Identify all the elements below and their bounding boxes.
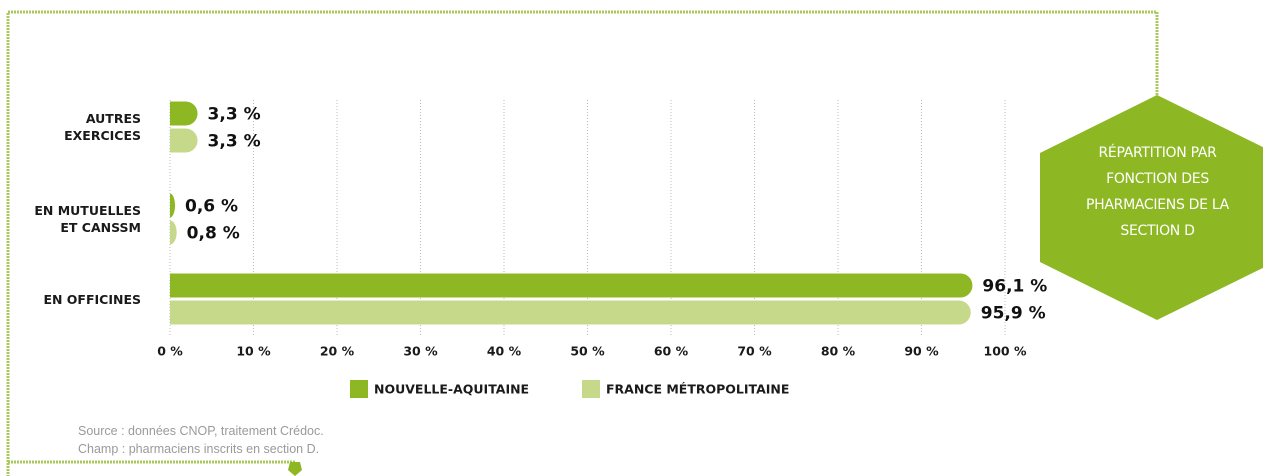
legend-swatch [582, 380, 600, 398]
category-label: AUTRES EXERCICES [64, 111, 141, 143]
bar [170, 193, 176, 218]
x-tick-label: 100 % [984, 344, 1027, 359]
frame [6, 10, 1159, 476]
chart-title: RÉPARTITION PAR FONCTION DES PHARMACIENS… [1086, 145, 1229, 239]
x-tick-label: 40 % [487, 344, 522, 359]
x-tick-label: 80 % [821, 344, 856, 359]
x-tick-label: 30 % [403, 344, 438, 359]
legend-swatch [350, 380, 368, 398]
x-tick-label: 20 % [320, 344, 355, 359]
x-tick-label: 60 % [654, 344, 689, 359]
category-label: EN OFFICINES [43, 291, 141, 307]
legend-label: NOUVELLE-AQUITAINE [374, 382, 529, 397]
value-label: 3,3 % [208, 105, 261, 125]
scope-note: Champ : pharmaciens inscrits en section … [78, 442, 320, 456]
value-label: 0,8 % [187, 224, 240, 244]
value-label: 95,9 % [981, 304, 1046, 324]
value-label: 3,3 % [208, 132, 261, 152]
x-tick-label: 90 % [904, 344, 939, 359]
title-hexagon [1040, 95, 1263, 320]
bar [170, 101, 198, 126]
frame-line [6, 10, 1159, 476]
x-tick-label: 70 % [737, 344, 772, 359]
value-label: 0,6 % [185, 197, 238, 217]
bar [170, 220, 177, 245]
category-label: EN MUTUELLES ET CANSSM [34, 203, 141, 235]
legend-label: FRANCE MÉTROPOLITAINE [606, 382, 789, 397]
bar [170, 300, 971, 325]
x-tick-label: 0 % [157, 344, 183, 359]
value-label: 96,1 % [982, 277, 1047, 297]
x-tick-label: 10 % [236, 344, 271, 359]
frame-marker [288, 462, 302, 476]
x-tick-label: 50 % [570, 344, 605, 359]
bar [170, 128, 198, 153]
source-note: Source : données CNOP, traitement Crédoc… [78, 424, 324, 438]
bar [170, 273, 973, 298]
